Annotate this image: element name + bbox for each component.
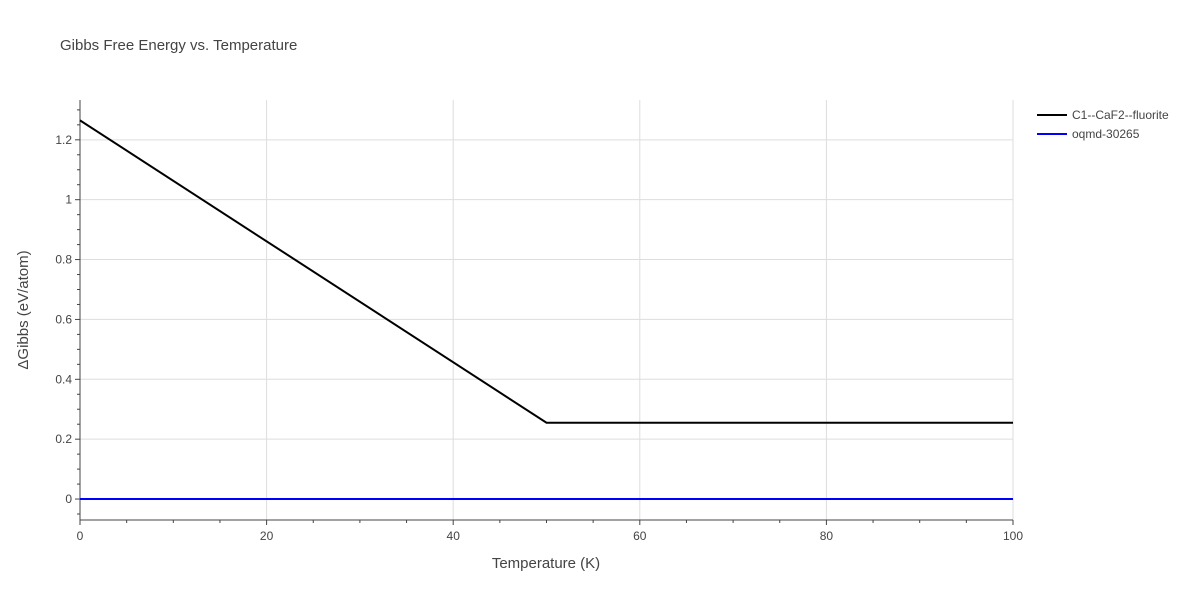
grid-layer [80, 100, 1014, 520]
legend-item[interactable]: C1--CaF2--fluorite [1037, 108, 1169, 122]
x-tick-label: 0 [77, 529, 84, 543]
y-tick-label: 0.2 [55, 432, 72, 446]
series-layer [79, 119, 1013, 501]
x-tick-label: 80 [820, 529, 834, 543]
y-tick-label: 1.2 [55, 133, 72, 147]
axis-layer: 0 20 40 60 80 100 0 0.2 0.4 0.6 0.8 1 1.2 [55, 100, 1023, 543]
x-tick-label: 100 [1003, 529, 1023, 543]
legend-label: C1--CaF2--fluorite [1072, 108, 1169, 122]
y-axis-label: ΔGibbs (eV/atom) [15, 250, 32, 369]
y-tick-label: 0 [65, 492, 72, 506]
y-tick-label: 0.4 [55, 372, 72, 386]
y-tick-label: 0.8 [55, 253, 72, 267]
legend-item[interactable]: oqmd-30265 [1037, 127, 1140, 141]
x-axis-label: Temperature (K) [492, 555, 600, 572]
y-tick-label: 1 [65, 193, 72, 207]
legend-label: oqmd-30265 [1072, 127, 1140, 141]
x-tick-label: 60 [633, 529, 647, 543]
y-tick-label: 0.6 [55, 312, 72, 326]
x-tick-label: 40 [447, 529, 461, 543]
chart-title: Gibbs Free Energy vs. Temperature [60, 37, 297, 54]
legend[interactable]: C1--CaF2--fluorite oqmd-30265 [1037, 108, 1169, 141]
series-line [79, 119, 1013, 424]
x-tick-label: 20 [260, 529, 274, 543]
